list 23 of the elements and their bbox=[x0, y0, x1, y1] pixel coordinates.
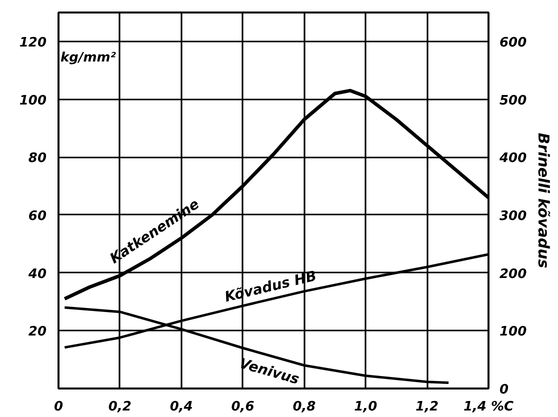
y2-tick-label: 200 bbox=[500, 266, 527, 282]
y-tick-label: 40 bbox=[27, 266, 47, 282]
x-tick-label: 1,0 bbox=[354, 400, 378, 414]
x-tick-label: 1,4 %C bbox=[463, 400, 514, 414]
y2-tick-label: 100 bbox=[500, 324, 527, 340]
x-tick-label: 0,6 bbox=[231, 400, 254, 414]
x-tick-label: 0,8 bbox=[292, 400, 316, 414]
y-tick-label: 80 bbox=[28, 151, 47, 166]
y2-tick-label: 400 bbox=[498, 151, 527, 166]
x-tick-label: 0,4 bbox=[170, 400, 193, 414]
x-tick-label: 0 bbox=[54, 400, 64, 414]
y-tick-label: 100 bbox=[19, 93, 47, 108]
y-axis-title: kg/mm² bbox=[60, 50, 116, 66]
y2-tick-label: 300 bbox=[500, 208, 527, 224]
y2-tick-label: 500 bbox=[500, 93, 527, 108]
x-tick-label: 0,2 bbox=[108, 400, 132, 414]
y-tick-label: 120 bbox=[19, 35, 47, 50]
y2-tick-label: 0 bbox=[500, 382, 509, 398]
y2-axis-title: Brinelli kõvadus bbox=[534, 132, 553, 268]
y-tick-label: 60 bbox=[28, 208, 47, 224]
x-tick-label: 1,2 bbox=[416, 400, 439, 414]
y-tick-label: 20 bbox=[28, 324, 47, 340]
y2-tick-label: 600 bbox=[500, 35, 527, 50]
